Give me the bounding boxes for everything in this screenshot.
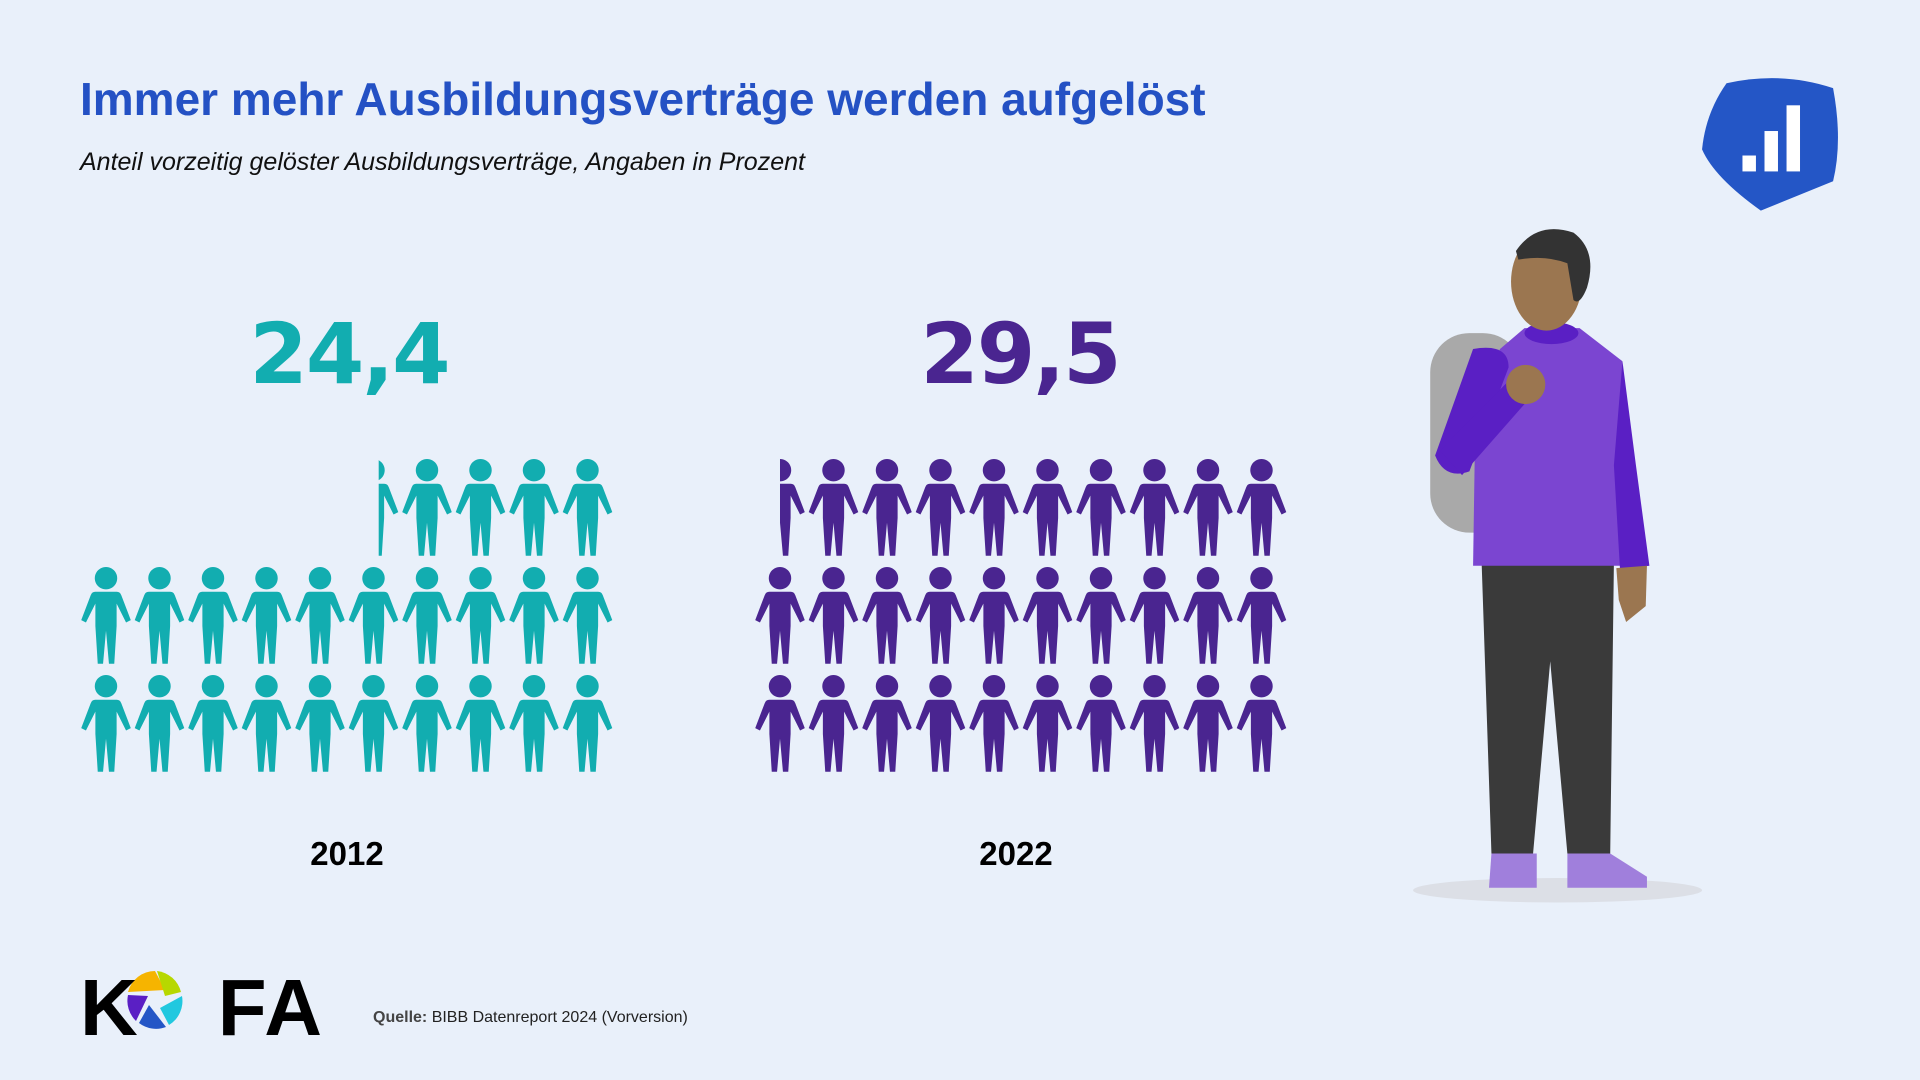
source-label: Quelle: xyxy=(373,1009,428,1026)
person-icon xyxy=(1076,675,1126,772)
value-label-2022: 29,5 xyxy=(920,305,1121,403)
person-icon xyxy=(509,675,559,772)
person-icon xyxy=(915,567,966,664)
page-subtitle: Anteil vorzeitig gelöster Ausbildungsver… xyxy=(80,148,805,176)
person-icon xyxy=(915,675,966,772)
pictogram-2022 xyxy=(755,459,1287,772)
bar-chart-shield-icon xyxy=(1702,78,1838,211)
year-label-2022: 2022 xyxy=(979,835,1053,872)
person-icon xyxy=(1236,567,1287,664)
person-icon xyxy=(81,675,131,772)
person-icon xyxy=(81,567,131,664)
person-icon xyxy=(562,567,613,664)
person-icon xyxy=(1183,567,1233,664)
person-icon xyxy=(1076,459,1126,556)
person-icon xyxy=(755,567,805,664)
kofa-aperture-logo xyxy=(127,971,183,1029)
person-icon xyxy=(402,567,452,664)
person-icon xyxy=(1129,567,1180,664)
person-icon xyxy=(295,675,345,772)
page-title: Immer mehr Ausbildungsverträge werden au… xyxy=(80,73,1206,125)
source-text: BIBB Datenreport 2024 (Vorversion) xyxy=(431,1009,688,1026)
person-icon xyxy=(402,675,452,772)
person-icon xyxy=(455,675,506,772)
person-icon xyxy=(134,675,185,772)
person-icon xyxy=(509,459,559,556)
person-icon xyxy=(562,675,613,772)
person-icon xyxy=(134,567,185,664)
person-icon xyxy=(915,459,966,556)
person-icon xyxy=(808,675,859,772)
person-icon xyxy=(808,459,859,556)
person-icon xyxy=(348,567,399,664)
person-icon xyxy=(241,675,292,772)
year-label-2012: 2012 xyxy=(310,835,384,872)
source-note: Quelle: BIBB Datenreport 2024 (Vorversio… xyxy=(373,1009,688,1027)
person-icon xyxy=(188,567,238,664)
person-icon xyxy=(862,459,912,556)
person-icon xyxy=(1183,675,1233,772)
person-icon xyxy=(295,567,345,664)
person-icon xyxy=(1236,675,1287,772)
person-icon xyxy=(188,675,238,772)
person-icon xyxy=(862,567,912,664)
person-icon xyxy=(1076,567,1126,664)
partial-person-icon xyxy=(378,459,399,556)
partial-person-icon xyxy=(779,459,805,556)
person-icon xyxy=(1022,675,1073,772)
person-icon xyxy=(1236,459,1287,556)
person-icon xyxy=(402,459,452,556)
person-icon xyxy=(755,675,805,772)
student-illustration xyxy=(1413,229,1703,903)
person-icon xyxy=(1129,459,1180,556)
person-icon xyxy=(562,459,613,556)
person-icon xyxy=(862,675,912,772)
person-icon xyxy=(1022,459,1073,556)
value-label-2012: 24,4 xyxy=(249,305,450,403)
person-icon xyxy=(455,459,506,556)
person-icon xyxy=(969,459,1019,556)
person-icon xyxy=(1022,567,1073,664)
pictogram-2012 xyxy=(81,459,613,772)
person-icon xyxy=(969,567,1019,664)
kofa-logo: K FA xyxy=(80,963,325,1052)
person-icon xyxy=(969,675,1019,772)
person-icon xyxy=(455,567,506,664)
person-icon xyxy=(1129,675,1180,772)
person-icon xyxy=(808,567,859,664)
person-icon xyxy=(348,675,399,772)
person-icon xyxy=(241,567,292,664)
person-icon xyxy=(1183,459,1233,556)
person-icon xyxy=(509,567,559,664)
